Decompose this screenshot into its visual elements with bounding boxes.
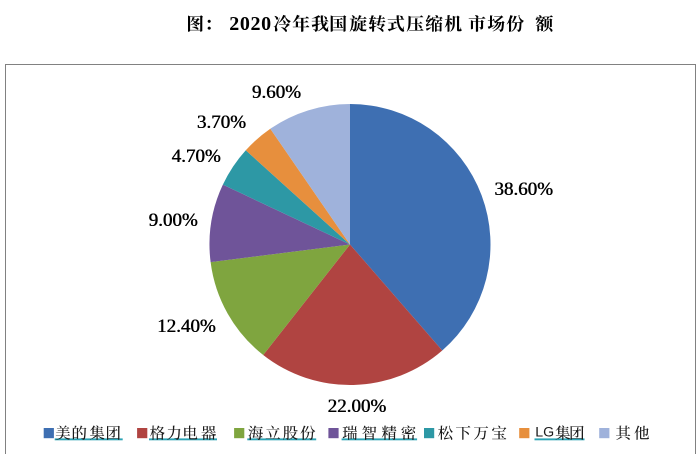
svg-text:LG: LG [535,425,554,441]
svg-text:2020: 2020 [229,13,272,35]
